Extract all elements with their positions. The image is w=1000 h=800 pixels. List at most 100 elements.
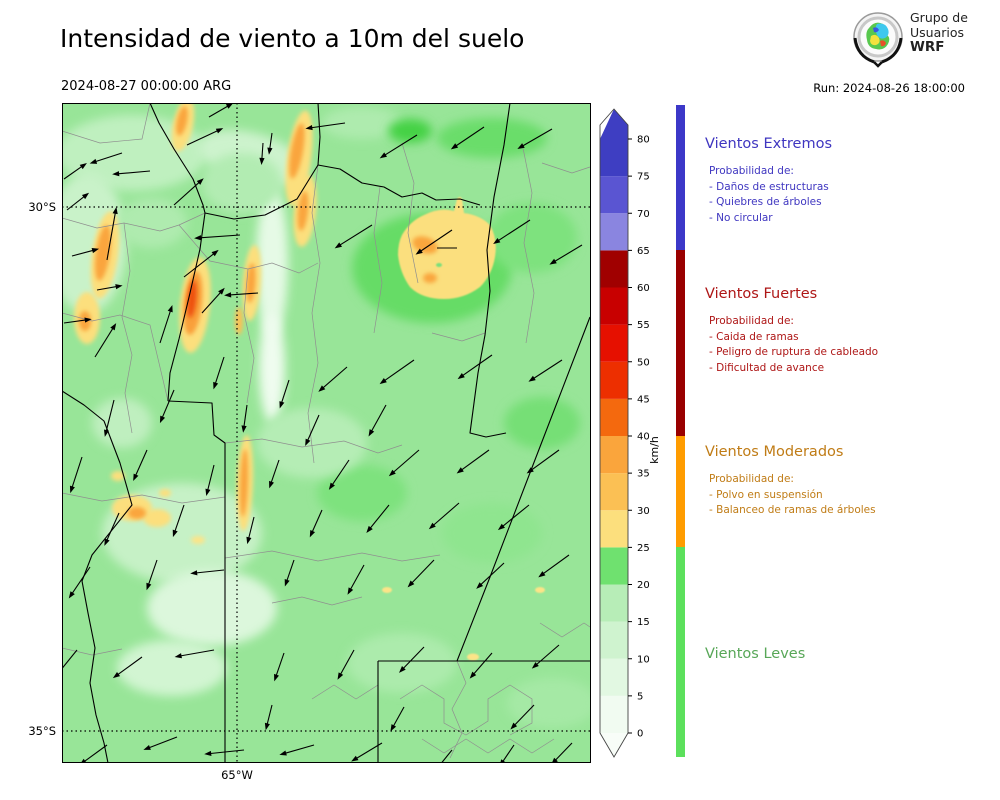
legend-section: Vientos Extremos Probabilidad de: - Daños … [700, 136, 1000, 226]
wind-arrow [204, 749, 245, 757]
legend-items-title: Probabilidad de: [709, 473, 794, 485]
wind-arrow [528, 359, 563, 382]
wind-arrow [493, 219, 531, 244]
wind-arrow [347, 564, 365, 595]
department-border [431, 332, 486, 342]
colorbar-tick-label: 65 [637, 246, 650, 257]
wind-arrow [103, 399, 115, 437]
wind-arrow [269, 459, 280, 489]
wind-field-patch [423, 273, 437, 283]
legend-section-title: Vientos Extremos [705, 136, 833, 152]
colorbar-tick-label: 55 [637, 320, 650, 331]
colorbar-tick-label: 60 [637, 283, 650, 294]
wind-arrow [379, 359, 415, 385]
wind-field-patch [202, 153, 282, 213]
department-border [401, 142, 419, 284]
colorbar-tick-label: 35 [637, 469, 650, 480]
wind-arrow [224, 292, 259, 298]
wind-field-patch [442, 503, 542, 563]
wind-arrow [334, 224, 373, 249]
wind-arrow [428, 502, 460, 530]
province-border [62, 390, 133, 763]
wind-arrow [264, 704, 273, 731]
wind-field-patch [259, 313, 285, 423]
colorbar-tick-label: 75 [637, 172, 650, 183]
wind-field-patch [436, 263, 442, 267]
wind-arrow [213, 356, 225, 390]
wind-arrow [531, 644, 560, 669]
colorbar-segment [600, 287, 628, 325]
province-border [204, 164, 319, 220]
wind-field-patch [117, 198, 187, 248]
wind-arrow [159, 389, 175, 424]
wind-arrow [457, 354, 493, 380]
wind-arrow [183, 249, 219, 278]
logo-line-1: Grupo de [910, 10, 968, 25]
colorbar-segment [600, 547, 628, 585]
colorbar-tick-label: 50 [637, 357, 650, 368]
wind-arrow [407, 559, 435, 588]
logo-line-3: WRF [910, 39, 945, 55]
wind-field-patch [382, 587, 392, 593]
category-bar-moderados [676, 436, 685, 548]
wind-arrow [284, 559, 295, 587]
wind-arrow [94, 323, 117, 358]
wind-arrow [274, 652, 285, 682]
wind-arrow [106, 206, 118, 261]
colorbar: 0 5 10 15 20 25 30 35 40 45 50 55 60 65 70 75 80 km/h [599, 108, 661, 758]
wind-field-patch [62, 115, 207, 191]
wind-arrow [476, 562, 505, 589]
wind-field-patch [317, 465, 407, 521]
wind-arrow [517, 128, 553, 149]
wind-arrow [186, 128, 224, 146]
wind-field-patch [467, 653, 479, 661]
run-datetime-label: Run: 2024-08-26 18:00:00 [813, 81, 965, 95]
wind-arrow [69, 456, 83, 494]
legend-items-title: Probabilidad de: [709, 315, 794, 327]
legend-section: Vientos Leves [700, 646, 1000, 662]
ytick-35s: 35°S [28, 724, 56, 738]
wind-arrow [388, 449, 420, 477]
colorbar-outline [599, 108, 629, 758]
department-border [62, 312, 169, 402]
legend-items-title: Probabilidad de: [709, 165, 794, 177]
department-border [271, 596, 363, 606]
wind-arrow [104, 512, 120, 546]
category-bar [676, 105, 685, 757]
wind-arrow [538, 554, 570, 578]
wind-arrow [398, 646, 425, 673]
wind-arrow [205, 464, 215, 497]
category-bar-fuertes [676, 250, 685, 436]
wind-arrow [201, 287, 225, 314]
legend-section: Vientos Fuertes Probabilidad de: - Caida d… [700, 286, 1000, 376]
category-bar-extremos [676, 105, 685, 251]
legend-section-items: Probabilidad de: - Caida de ramas - Peligr… [709, 314, 1000, 376]
colorbar-under-arrow [600, 733, 628, 757]
wind-field-patch [487, 203, 577, 273]
wind-arrow [456, 449, 490, 474]
department-border [539, 622, 591, 638]
map-layers [62, 103, 591, 763]
department-border [121, 222, 133, 434]
department-border [62, 492, 226, 504]
colorbar-segment [600, 324, 628, 362]
wind-arrow [71, 248, 100, 257]
wind-arrow [267, 132, 273, 155]
colorbar-segment [600, 621, 628, 659]
wind-field-patch [95, 225, 111, 281]
colorbar-tick-label: 15 [637, 617, 650, 628]
wind-arrow [318, 366, 348, 392]
department-border [243, 268, 255, 404]
wind-arrow [497, 504, 530, 531]
wind-arrow [173, 178, 204, 206]
wind-field-patch [412, 236, 438, 254]
page-title: Intensidad de viento a 10m del suelo [60, 24, 525, 53]
wind-field-patch [111, 471, 125, 481]
wind-arrow [112, 656, 143, 679]
wind-arrow [549, 244, 583, 265]
wind-arrow [96, 284, 123, 291]
colorbar-segment [600, 361, 628, 399]
colorbar-segment [600, 176, 628, 214]
wind-field-patch [347, 633, 457, 693]
wind-arrow [89, 152, 123, 164]
